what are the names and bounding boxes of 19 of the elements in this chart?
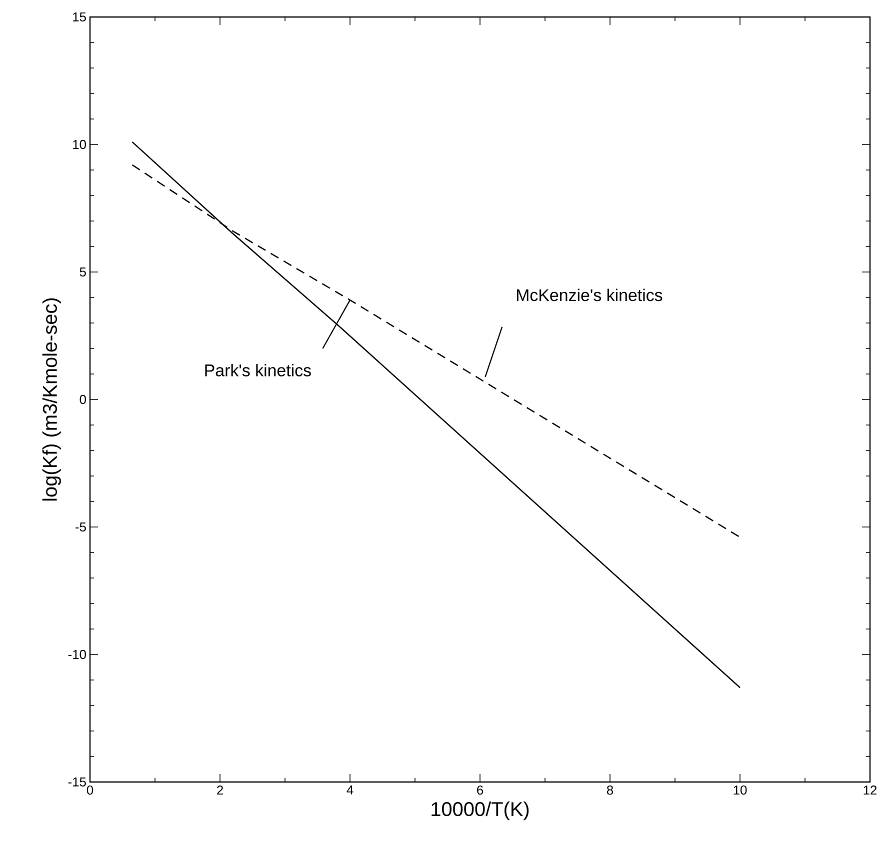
y-axis-title: log(Kf) (m3/Kmole-sec)	[42, 298, 61, 501]
x-tick-label: 12	[864, 786, 877, 795]
x-tick-label: 8	[606, 786, 614, 795]
y-tick-label: 10	[73, 140, 86, 150]
x-tick-label: 10	[734, 786, 747, 795]
y-tick-label: -10	[68, 650, 86, 660]
y-tick-label: -5	[76, 522, 86, 532]
x-axis-title: 10000/T(K)	[432, 802, 529, 820]
x-tick-label: 2	[217, 786, 223, 795]
y-tick-label: 0	[80, 394, 86, 404]
x-tick-label: 0	[86, 786, 94, 795]
y-tick-label: -15	[68, 777, 86, 786]
y-tick-label: 5	[80, 267, 86, 276]
x-tick-label: 4	[346, 786, 354, 794]
annotation: McKenzie's kinetics	[516, 288, 662, 302]
y-tick-label: 15	[73, 12, 86, 22]
annotation: Park's kinetics	[205, 364, 311, 376]
line-series	[132, 141, 741, 688]
x-tick-label: 6	[477, 786, 484, 795]
